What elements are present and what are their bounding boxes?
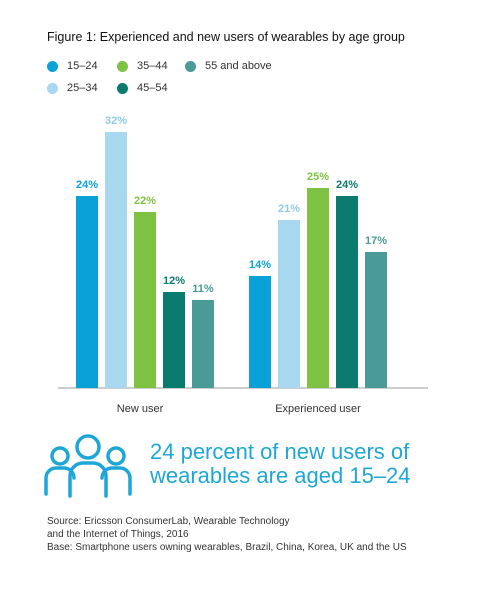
bar-experienced-user-series-1 [278,220,300,388]
bar-new-user-series-4 [192,300,214,388]
bar-new-user-series-3 [163,292,185,388]
data-label: 24% [336,179,358,191]
data-label: 25% [307,171,329,183]
legend-swatch [117,82,128,94]
callout-text: 24 percent of new users of wearables are… [150,440,450,488]
people-group-icon [42,432,134,500]
category-label: Experienced user [275,403,361,415]
source-line-2: and the Internet of Things, 2016 [47,529,189,540]
data-label: 14% [249,259,271,271]
chart-title: Figure 1: Experienced and new users of w… [47,30,405,44]
bar-experienced-user-series-3 [336,196,358,388]
source-line-3: Base: Smartphone users owning wearables,… [47,542,407,553]
data-label: 21% [278,203,300,215]
bar-new-user-series-0 [76,196,98,388]
legend-label: 15–24 [67,60,98,72]
callout-line-1: 24 percent of new users of [150,439,410,464]
legend-item-15-24: 15–24 [47,60,98,72]
legend-label: 25–34 [67,82,98,94]
data-label: 11% [192,283,214,295]
callout-line-2: wearables are aged 15–24 [150,463,411,488]
bar-experienced-user-series-4 [365,252,387,388]
data-label: 22% [134,195,156,207]
legend-swatch [47,82,58,94]
legend-item-25-34: 25–34 [47,82,98,94]
legend-label: 55 and above [205,60,272,72]
legend-label: 45–54 [137,82,168,94]
bar-experienced-user-series-2 [307,188,329,388]
data-label: 32% [105,115,127,127]
bar-experienced-user-series-0 [249,276,271,388]
category-label: New user [117,403,164,415]
legend: 15–24 25–34 35–44 45–54 55 and above [47,60,367,96]
legend-swatch [47,60,58,72]
legend-swatch [117,60,128,72]
data-label: 12% [163,275,185,287]
source-note: Source: Ericsson ConsumerLab, Wearable T… [47,515,407,554]
bar-chart: 24% 32% 22% 12% 11% New user 14% 21% 25% 24% 17% Ex… [58,115,428,415]
data-label: 17% [365,235,387,247]
bar-new-user-series-2 [134,212,156,388]
legend-swatch [185,60,196,72]
legend-item-45-54: 45–54 [117,82,168,94]
data-label: 24% [76,179,98,191]
legend-item-35-44: 35–44 [117,60,168,72]
source-line-1: Source: Ericsson ConsumerLab, Wearable T… [47,516,290,527]
legend-item-55-plus: 55 and above [185,60,272,72]
legend-label: 35–44 [137,60,168,72]
bar-new-user-series-1 [105,132,127,388]
